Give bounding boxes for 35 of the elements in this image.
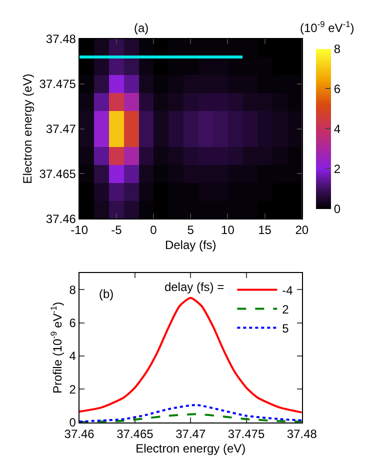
y-axis-title: Electron energy (eV) xyxy=(20,74,35,184)
legend-label: 5 xyxy=(282,321,290,336)
x-tick-label: 37.48 xyxy=(286,426,318,441)
color-bar-label: 2 xyxy=(334,162,341,176)
x-tick-label: 10 xyxy=(221,222,235,237)
color-bar-label: 4 xyxy=(334,122,341,136)
x-tick-label: 20 xyxy=(295,222,309,237)
x-axis-title: Electron energy (eV) xyxy=(136,442,246,456)
y-tick-label: 4 xyxy=(69,349,76,364)
color-bar-label: 6 xyxy=(334,82,341,96)
y-tick-label: 37.465 xyxy=(39,166,76,181)
x-tick-label: 5 xyxy=(187,222,194,237)
x-tick-label: 37.465 xyxy=(116,426,154,441)
x-axis-title: Delay (fs) xyxy=(164,238,216,252)
x-tick-label: -5 xyxy=(111,222,122,237)
y-tick-label: 37.475 xyxy=(39,77,76,92)
y-tick-label: 2 xyxy=(69,382,76,396)
legend-label: -4 xyxy=(282,283,294,298)
x-tick-label: 37.47 xyxy=(176,426,206,441)
y-tick-label: 8 xyxy=(69,282,76,297)
x-tick-label: 37.475 xyxy=(228,426,265,441)
color-bar-label: 0 xyxy=(334,202,341,216)
text: (b) xyxy=(99,287,114,301)
x-tick-label: 0 xyxy=(150,222,158,237)
chart-title: (a) xyxy=(134,21,149,35)
y-tick-label: 37.48 xyxy=(46,32,76,46)
line-series xyxy=(79,404,302,422)
color-bar-label: 8 xyxy=(334,42,341,56)
y-tick-label: 37.47 xyxy=(46,122,76,136)
y-tick-label: 0 xyxy=(69,416,76,430)
legend-label: 2 xyxy=(282,302,290,316)
y-tick-label: 6 xyxy=(69,316,76,330)
legend-title: delay (fs) = xyxy=(164,280,224,294)
x-tick-label: 15 xyxy=(258,222,272,237)
color-bar-title: (10$^{-9}$ eV$^{-1}$) xyxy=(300,19,354,36)
